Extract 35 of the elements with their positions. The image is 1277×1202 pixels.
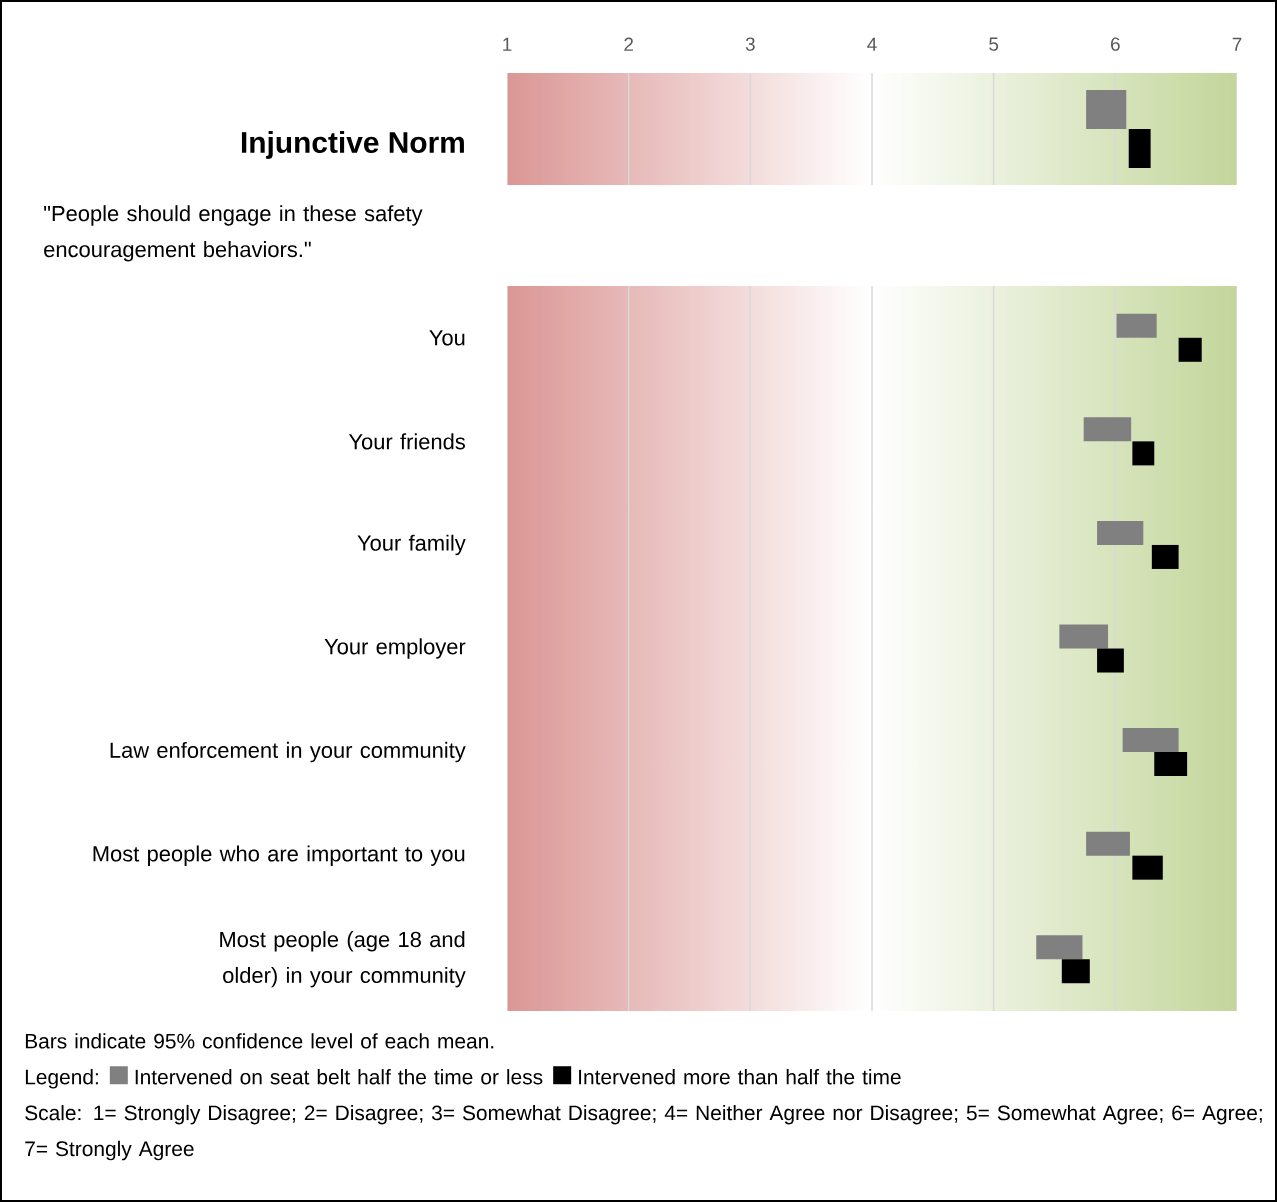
x-tick-label: 5 [989, 37, 999, 51]
category-label: You [429, 330, 465, 346]
category-label: Your friends [348, 433, 465, 450]
x-tick-label: 6 [1111, 37, 1120, 51]
bar [1036, 935, 1083, 960]
bar [1083, 417, 1132, 442]
x-tick-label: 2 [624, 37, 633, 51]
bar [1132, 441, 1155, 466]
category-label: Your family [357, 534, 466, 556]
category-label: Your employer [324, 638, 466, 659]
x-tick-label: 3 [745, 37, 755, 51]
bar [1116, 313, 1157, 338]
category-label: Most people who are important to you [93, 845, 465, 866]
bar [1151, 544, 1179, 569]
category-label: Most people (age 18 and older) in your community [220, 931, 466, 988]
x-tick-label: 4 [867, 37, 877, 51]
text: Scale: 1= Strongly Disagree; 2= Disagree; 3= Somewhat Disagree; 4= Neither Agree nor Disagree; 5= Somewhat Agree; 6= Agree; 7= Strongly Agree [25, 1104, 1262, 1161]
bar [1154, 752, 1188, 777]
bar [1122, 728, 1179, 753]
bar [1086, 831, 1130, 856]
bar [1097, 648, 1124, 673]
bar [1097, 520, 1144, 545]
text: Injunctive Norm [241, 131, 464, 159]
bar [1132, 855, 1163, 880]
bar [1061, 959, 1090, 984]
legend-title: Legend: [25, 1069, 98, 1089]
x-tick-label: 7 [1232, 37, 1242, 51]
x-tick-label: 1 [503, 37, 512, 51]
bar [1178, 337, 1202, 362]
bar [1059, 624, 1109, 649]
legend-label: Intervened on seat belt half the time or less [135, 1069, 543, 1085]
legend-label: Intervened more than half the time [579, 1069, 901, 1085]
category-label: Law enforcement in your community [110, 741, 466, 763]
text: Bars indicate 95% confidence level of each mean. [25, 1033, 494, 1049]
text: "People should engage in these safety encouragement behaviors." [44, 205, 423, 262]
